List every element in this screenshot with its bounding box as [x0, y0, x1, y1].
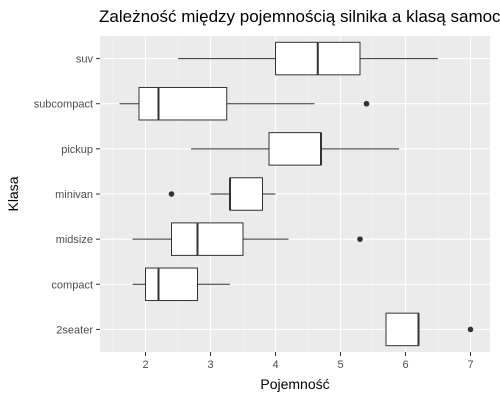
boxplot-midsize — [132, 222, 363, 256]
x-tick-label: 6 — [402, 359, 408, 371]
y-tick-label: subcompact — [34, 99, 93, 111]
y-tick-label: midsize — [56, 234, 93, 246]
outlier-point — [467, 326, 474, 333]
y-tick-label: compact — [51, 279, 93, 291]
x-tick-label: 3 — [207, 359, 213, 371]
x-axis-title: Pojemność — [260, 376, 329, 392]
x-tick-label: 4 — [272, 359, 278, 371]
x-tick-label: 5 — [337, 359, 343, 371]
y-axis-title: Klasa — [5, 176, 21, 211]
box — [229, 177, 263, 211]
chart-title: Zależność między pojemnością silnika a k… — [99, 7, 500, 26]
boxplot-subcompact — [119, 86, 370, 121]
boxplot-suv — [178, 41, 438, 76]
y-tick-label: minivan — [55, 189, 93, 201]
outlier-point — [168, 191, 175, 197]
box — [171, 222, 244, 256]
outlier-point — [357, 236, 363, 242]
x-tick-label: 7 — [467, 359, 473, 371]
y-tick-label: suv — [76, 54, 94, 66]
x-tick-label: 2 — [142, 359, 148, 371]
boxplot-minivan — [168, 177, 276, 211]
box — [138, 86, 228, 121]
boxplot-pickup — [191, 132, 399, 166]
box — [268, 132, 322, 166]
boxplot-compact — [132, 267, 230, 302]
box — [145, 267, 198, 302]
y-tick-label: 2seater — [56, 324, 93, 336]
outlier-point — [363, 100, 370, 107]
axis-layer: 2 3 4 5 6 7 2seater compact midsize minivan pickup… — [34, 54, 474, 371]
boxplot-2seater — [385, 312, 474, 347]
y-tick-label: pickup — [61, 144, 93, 156]
box — [385, 312, 419, 347]
box-layer — [119, 41, 474, 347]
